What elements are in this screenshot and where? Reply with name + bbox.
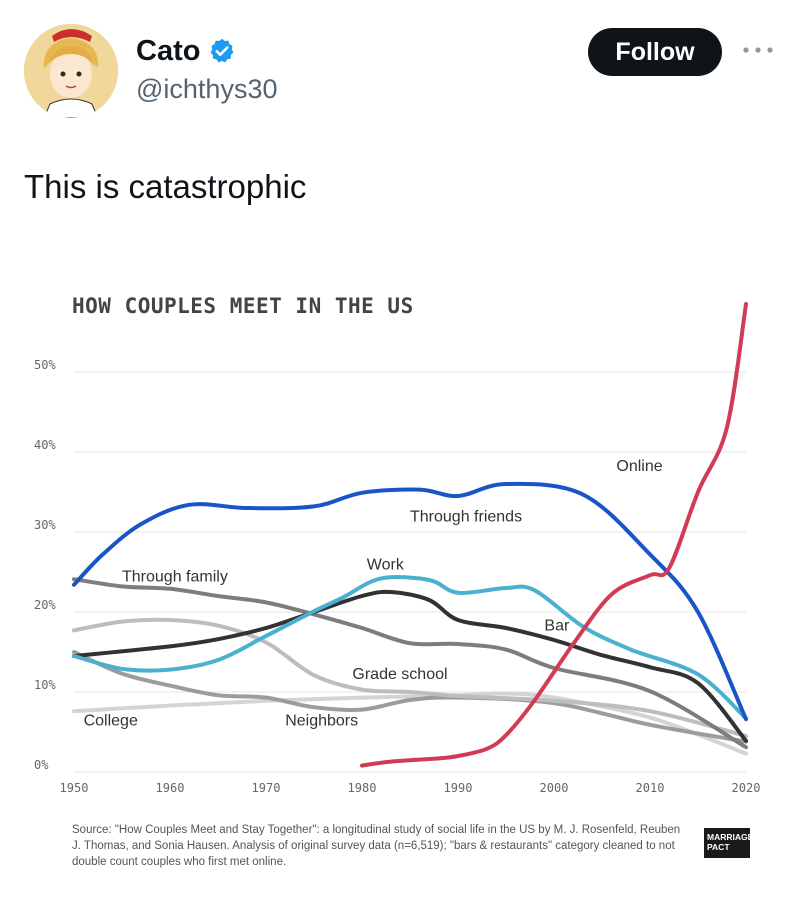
y-tick-label: 40%: [34, 438, 56, 452]
y-tick-label: 10%: [34, 678, 56, 692]
author-name-row[interactable]: Cato: [136, 34, 277, 68]
x-tick-label: 1990: [444, 781, 473, 795]
y-tick-label: 0%: [34, 758, 49, 772]
y-tick-label: 20%: [34, 598, 56, 612]
follow-button[interactable]: Follow: [588, 28, 722, 76]
marriage-pact-logo: MARRIAGE PACT: [704, 828, 753, 858]
tweet-author: Cato @ichthys30: [136, 34, 277, 105]
series-line-neighbors: [72, 650, 748, 744]
tweet-text: This is catastrophic: [24, 168, 307, 205]
series-line-bar: [72, 589, 748, 743]
series-label-grade-school: Grade school: [352, 666, 447, 683]
more-options-icon[interactable]: [740, 38, 776, 62]
line-chart: 0% 10% 20% 30% 40% 50% 1950 1960 1970 1980 1990 200…: [34, 302, 761, 795]
series-label-online: Online: [616, 458, 662, 475]
series-line-through-friends: [72, 481, 748, 722]
x-tick-label: 2010: [636, 781, 665, 795]
x-tick-label: 1960: [156, 781, 185, 795]
avatar-illustration: [24, 24, 118, 118]
y-tick-label: 50%: [34, 358, 56, 372]
chart-title: HOW COUPLES MEET IN THE US: [72, 294, 414, 318]
series-line-online: [360, 302, 748, 768]
avatar[interactable]: [24, 24, 118, 118]
x-tick-label: 1950: [60, 781, 89, 795]
chart-source-note: Source: "How Couples Meet and Stay Toget…: [72, 824, 681, 868]
verified-badge-icon[interactable]: [208, 37, 236, 65]
series-label-through-friends: Through friends: [410, 509, 522, 526]
x-tick-label: 2020: [732, 781, 761, 795]
series-line-through-family: [72, 577, 748, 750]
x-tick-label: 1970: [252, 781, 281, 795]
series-line-work: [72, 574, 748, 721]
author-handle[interactable]: @ichthys30: [136, 74, 278, 104]
chart-image[interactable]: HOW COUPLES MEET IN THE US 0% 10% 20% 30% 40…: [24, 262, 776, 898]
series-label-through-family: Through family: [122, 569, 228, 586]
y-tick-label: 30%: [34, 518, 56, 532]
series-label-bar: Bar: [544, 617, 570, 634]
series-label-work: Work: [367, 557, 405, 574]
x-tick-label: 2000: [540, 781, 569, 795]
series-label-neighbors: Neighbors: [285, 713, 358, 730]
series-line-grade-school: [72, 617, 748, 738]
series-label-college: College: [84, 713, 138, 730]
author-display-name[interactable]: Cato: [136, 34, 201, 67]
x-tick-label: 1980: [348, 781, 377, 795]
